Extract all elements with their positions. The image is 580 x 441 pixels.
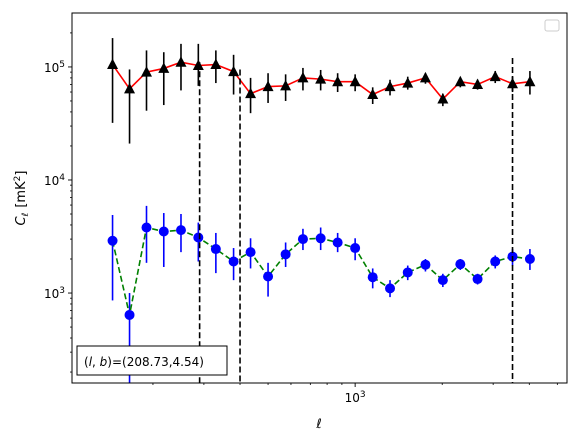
marker-circle-24 [524,253,535,264]
marker-triangle-1 [124,82,136,94]
marker-triangle-2 [141,66,153,77]
series-0 [107,38,536,144]
marker-triangle-14 [349,75,361,87]
marker-circle-15 [367,272,378,283]
marker-circle-1 [124,309,135,320]
vlines-layer [198,57,514,383]
marker-circle-17 [402,267,413,278]
marker-triangle-4 [175,56,187,67]
marker-triangle-3 [158,62,170,73]
marker-circle-12 [315,233,326,244]
marker-triangle-10 [280,79,292,91]
y-tick-label-2: 105 [44,60,65,75]
marker-triangle-9 [262,80,274,92]
marker-circle-20 [455,259,466,270]
marker-triangle-0 [107,58,119,70]
marker-circle-14 [350,243,361,254]
annotation: (l, b)=(208.73,4.54) [76,345,228,376]
marker-triangle-13 [332,75,344,87]
series-layer [107,38,536,383]
marker-triangle-18 [419,71,431,83]
x-axis-label: ℓ [315,417,321,432]
marker-circle-2 [141,222,152,233]
marker-triangle-24 [524,75,536,87]
x-tick-label-0: 103 [345,390,366,405]
marker-circle-18 [420,259,431,270]
marker-triangle-19 [437,93,449,104]
axes-layer: 103 103 104 105 [44,32,558,405]
marker-triangle-17 [402,77,414,88]
marker-triangle-7 [228,65,240,77]
series-1 [107,205,535,383]
marker-circle-0 [107,235,118,246]
marker-circle-5 [193,232,204,243]
marker-circle-8 [245,247,256,258]
marker-circle-4 [175,225,186,236]
marker-triangle-16 [384,80,396,92]
marker-triangle-23 [507,77,519,89]
marker-triangle-5 [192,59,204,70]
marker-circle-13 [332,237,343,248]
marker-triangle-15 [367,88,379,100]
plot-frame [71,12,568,384]
marker-triangle-11 [297,71,309,83]
annotation-box [76,345,228,376]
marker-circle-11 [297,234,308,245]
marker-circle-9 [263,271,274,282]
marker-triangle-22 [489,70,501,82]
marker-triangle-6 [210,58,222,70]
marker-circle-19 [437,275,448,286]
marker-triangle-12 [315,73,327,84]
y-tick-label-1: 104 [44,173,65,188]
marker-circle-10 [280,249,291,260]
marker-circle-6 [210,244,221,255]
marker-circle-21 [472,274,483,285]
legend-box [544,19,560,32]
y-axis-label: Cℓ[mK2] [13,171,31,226]
marker-triangle-8 [245,87,257,99]
marker-circle-22 [490,256,501,267]
annotation-text: (l, b)=(208.73,4.54) [84,355,204,369]
marker-circle-3 [158,226,169,237]
plot-area [72,13,567,383]
marker-triangle-21 [472,78,484,89]
marker-circle-7 [228,256,239,267]
y-tick-label-0: 103 [44,286,65,301]
marker-circle-16 [385,283,396,294]
marker-triangle-20 [454,75,466,87]
